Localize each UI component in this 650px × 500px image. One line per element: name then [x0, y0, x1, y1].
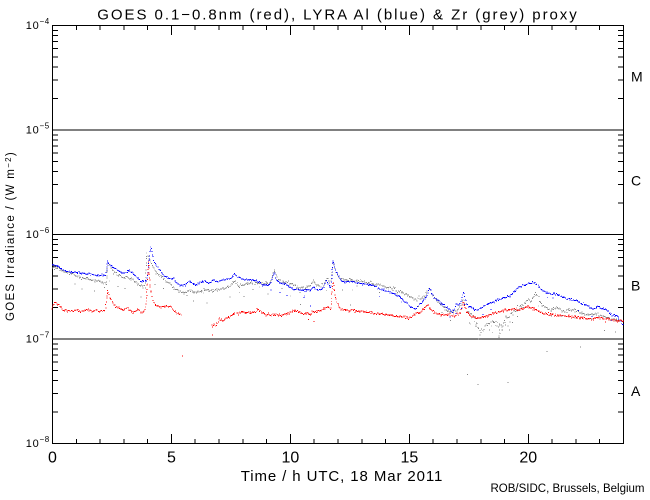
svg-text:C: C — [631, 173, 641, 189]
svg-text:ROB/SIDC, Brussels, Belgium: ROB/SIDC, Brussels, Belgium — [490, 483, 644, 495]
svg-text:Time / h UTC, 18 Mar 2011: Time / h UTC, 18 Mar 2011 — [241, 468, 444, 485]
svg-text:0: 0 — [48, 450, 57, 467]
svg-text:20: 20 — [519, 450, 537, 467]
svg-text:B: B — [631, 278, 640, 294]
svg-text:M: M — [631, 68, 643, 84]
svg-text:10: 10 — [282, 450, 300, 467]
svg-text:GOES Irradiance / (W m−2): GOES Irradiance / (W m−2) — [4, 151, 17, 321]
svg-text:GOES 0.1−0.8nm (red), LYRA Al: GOES 0.1−0.8nm (red), LYRA Al (blue) & Z… — [97, 7, 578, 24]
svg-text:5: 5 — [167, 450, 176, 467]
svg-text:15: 15 — [401, 450, 419, 467]
svg-text:A: A — [631, 383, 641, 399]
